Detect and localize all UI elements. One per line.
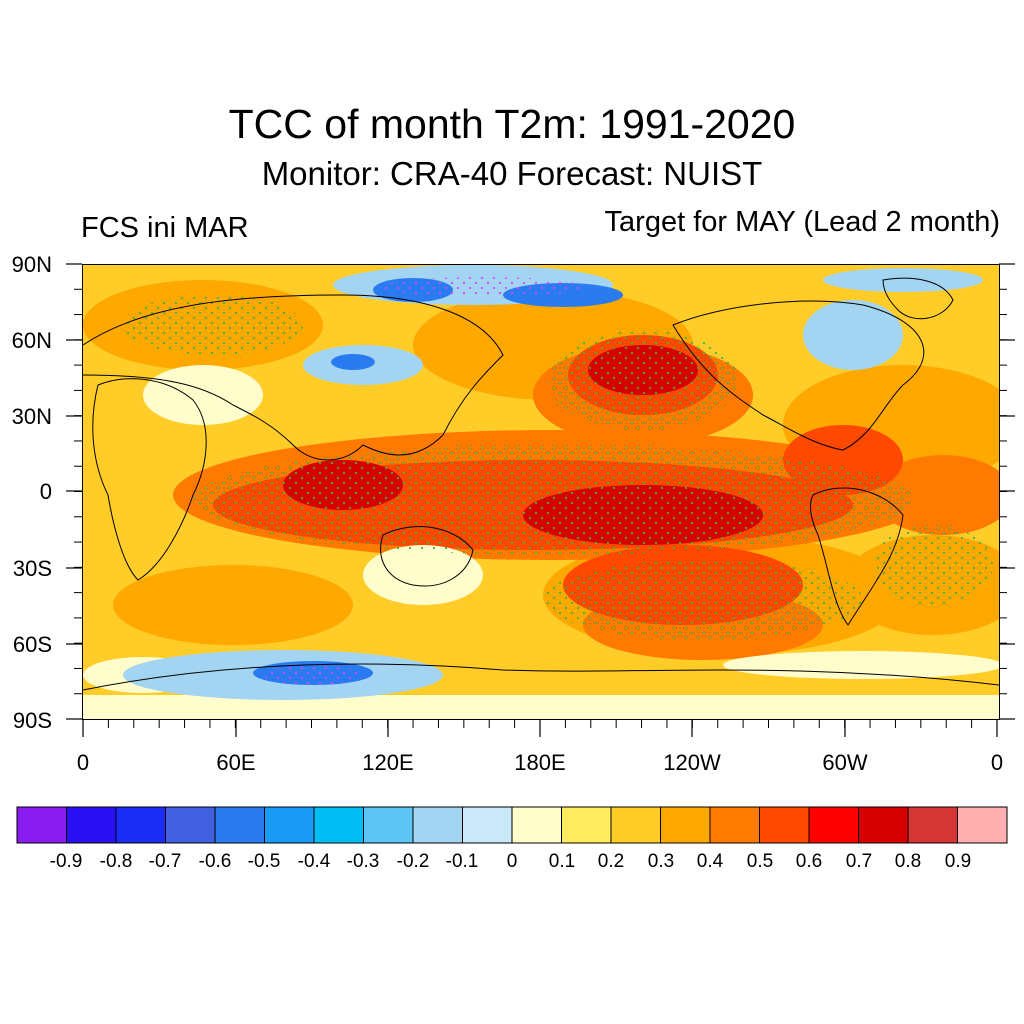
colorbar-swatch xyxy=(561,806,612,844)
cb-label: 0.2 xyxy=(597,851,625,872)
cb-label: 0.4 xyxy=(696,851,724,872)
colorbar-swatch xyxy=(808,806,859,844)
colorbar-swatch xyxy=(759,806,810,844)
y-label-90s: 90S xyxy=(12,708,52,733)
correlation-field xyxy=(83,265,999,719)
y-label-60n: 60N xyxy=(11,328,52,353)
cb-label: -0.4 xyxy=(297,851,331,872)
y-label-60s: 60S xyxy=(12,632,52,657)
cb-label: -0.7 xyxy=(148,851,182,872)
colorbar-swatch xyxy=(214,806,265,844)
axis-ticks xyxy=(66,263,1015,737)
colorbar-swatch xyxy=(660,806,711,844)
x-label-120w: 120W xyxy=(663,750,721,775)
colorbar-swatch xyxy=(511,806,562,844)
cb-label: -0.2 xyxy=(396,851,430,872)
cb-label: 0.3 xyxy=(647,851,675,872)
colorbar-swatch xyxy=(709,806,760,844)
colorbar-swatch xyxy=(858,806,909,844)
colorbar-swatch xyxy=(264,806,315,844)
x-label-0-end: 0 xyxy=(990,750,1004,775)
significance-stippling xyxy=(123,277,993,685)
cb-label: -0.1 xyxy=(445,851,479,872)
band-orange xyxy=(83,280,999,655)
cb-label: 0.8 xyxy=(894,851,922,872)
x-label-0: 0 xyxy=(76,750,90,775)
y-label-90n: 90N xyxy=(11,252,52,277)
cb-label: 0.9 xyxy=(944,851,972,872)
colorbar-swatch xyxy=(907,806,958,844)
chart-subtitle: Monitor: CRA-40 Forecast: NUIST xyxy=(261,155,763,192)
cb-label: 0.5 xyxy=(746,851,774,872)
colorbar-swatch xyxy=(610,806,661,844)
cb-label: -0.3 xyxy=(346,851,380,872)
colorbar-swatch xyxy=(462,806,513,844)
init-label: FCS ini MAR xyxy=(81,212,249,244)
x-label-60e: 60E xyxy=(216,750,256,775)
cb-label: -0.6 xyxy=(198,851,232,872)
colorbar-swatch xyxy=(363,806,414,844)
colorbar xyxy=(16,806,1008,844)
cb-label: 0.6 xyxy=(795,851,823,872)
y-label-30s: 30S xyxy=(12,556,52,581)
colorbar-swatch xyxy=(313,806,364,844)
colorbar-swatch xyxy=(957,806,1008,844)
cb-label: -0.5 xyxy=(247,851,281,872)
y-label-30n: 30N xyxy=(11,404,52,429)
x-label-60w: 60W xyxy=(822,750,868,775)
colorbar-swatch xyxy=(115,806,166,844)
target-label: Target for MAY (Lead 2 month) xyxy=(604,206,1000,238)
colorbar-swatch xyxy=(66,806,117,844)
cb-label: 0.7 xyxy=(845,851,873,872)
cb-label: -0.8 xyxy=(99,851,133,872)
cb-label: 0.1 xyxy=(548,851,576,872)
chart-title: TCC of month T2m: 1991-2020 xyxy=(228,101,796,147)
colorbar-swatch xyxy=(16,806,67,844)
x-label-120e: 120E xyxy=(362,750,414,775)
colorbar-swatch xyxy=(165,806,216,844)
correlation-map xyxy=(82,264,1000,720)
y-label-eq: 0 xyxy=(39,479,52,504)
cb-label: -0.9 xyxy=(49,851,83,872)
cb-label: 0 xyxy=(506,851,518,872)
coastlines xyxy=(83,277,999,691)
colorbar-swatch xyxy=(412,806,463,844)
x-label-180e: 180E xyxy=(514,750,566,775)
